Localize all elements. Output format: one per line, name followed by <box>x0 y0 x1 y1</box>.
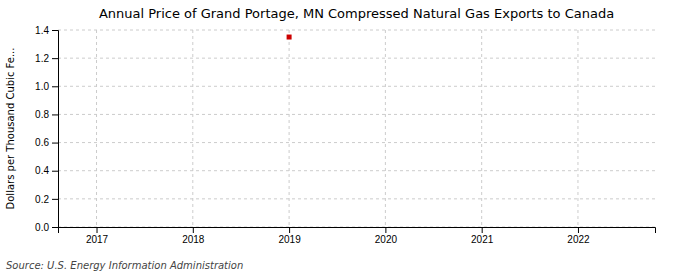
grid-line-y <box>58 198 655 199</box>
tick-mark <box>193 227 194 233</box>
tick-mark <box>52 114 58 115</box>
tick: 0.2 <box>35 194 58 205</box>
point <box>287 35 292 40</box>
tick: 2021 <box>471 227 494 245</box>
tick-mark <box>97 227 98 233</box>
tick-label: 0.4 <box>35 165 49 176</box>
grid-line-y <box>58 142 655 143</box>
title: Annual Price of Grand Portage, MN Compre… <box>99 6 614 21</box>
tick-mark <box>52 171 58 172</box>
grid <box>58 30 655 227</box>
tick-label: 0.2 <box>35 194 49 205</box>
tick-label: 2020 <box>375 234 398 245</box>
tick: 2018 <box>182 227 205 245</box>
grid-line-x <box>96 30 97 227</box>
marks <box>287 35 292 40</box>
axis-line <box>52 31 59 228</box>
source-note: Source: U.S. Energy Information Administ… <box>6 260 243 271</box>
tick: 1.2 <box>35 53 58 64</box>
axis-line <box>59 228 656 234</box>
tick: 1.0 <box>35 81 58 92</box>
tick-mark <box>52 199 58 200</box>
grid-line-x <box>385 30 386 227</box>
tick-label: 2022 <box>567 234 590 245</box>
tick-mark <box>52 86 58 87</box>
tick-mark <box>52 227 58 228</box>
tick-label: 1.0 <box>35 81 49 92</box>
chart: 2017 2018 2019 2020 2021 2022 0.0 0.2 0.4 0.6 0.8 1… <box>0 0 675 275</box>
plot-area: 2017 2018 2019 2020 2021 2022 0.0 0.2 0.4 0.6 0.8 1… <box>35 25 655 245</box>
tick: 2017 <box>86 227 109 245</box>
tick: 1.4 <box>35 25 58 36</box>
tick-label: 0.0 <box>35 222 49 233</box>
tick-mark <box>52 58 58 59</box>
tick: 0.0 <box>35 222 58 233</box>
tick-mark <box>52 30 58 31</box>
grid-line-x <box>577 30 578 227</box>
tick-mark <box>52 143 58 144</box>
tick-mark <box>289 227 290 233</box>
grid-line-y <box>58 58 655 59</box>
grid-line-y <box>58 114 655 115</box>
tick: 2019 <box>278 227 301 245</box>
tick-label: 1.4 <box>35 25 49 36</box>
tick-label: 2019 <box>278 234 301 245</box>
tick-mark <box>578 227 579 233</box>
tick-label: 0.8 <box>35 109 49 120</box>
y-axis-title: Dollars per Thousand Cubic Fe... <box>5 48 16 210</box>
tick: 0.8 <box>35 109 58 120</box>
tick: 0.4 <box>35 165 58 176</box>
tick-label: 2017 <box>86 234 109 245</box>
tick: 2020 <box>375 227 398 245</box>
tick-label: 1.2 <box>35 53 49 64</box>
tick-mark <box>482 227 483 233</box>
grid-line-x <box>289 30 290 227</box>
grid-line-y <box>58 170 655 171</box>
grid-line-x <box>192 30 193 227</box>
x-axis: 2017 2018 2019 2020 2021 2022 <box>59 227 656 245</box>
tick-label: 0.6 <box>35 137 49 148</box>
y-axis: 0.0 0.2 0.4 0.6 0.8 1.0 1.2 1.4 <box>35 25 58 233</box>
tick-mark <box>385 227 386 233</box>
grid-line-y <box>58 30 655 31</box>
tick: 0.6 <box>35 137 58 148</box>
tick-label: 2018 <box>182 234 205 245</box>
tick: 2022 <box>567 227 590 245</box>
grid-line-x <box>481 30 482 227</box>
grid-line-y <box>58 86 655 87</box>
tick-label: 2021 <box>471 234 494 245</box>
